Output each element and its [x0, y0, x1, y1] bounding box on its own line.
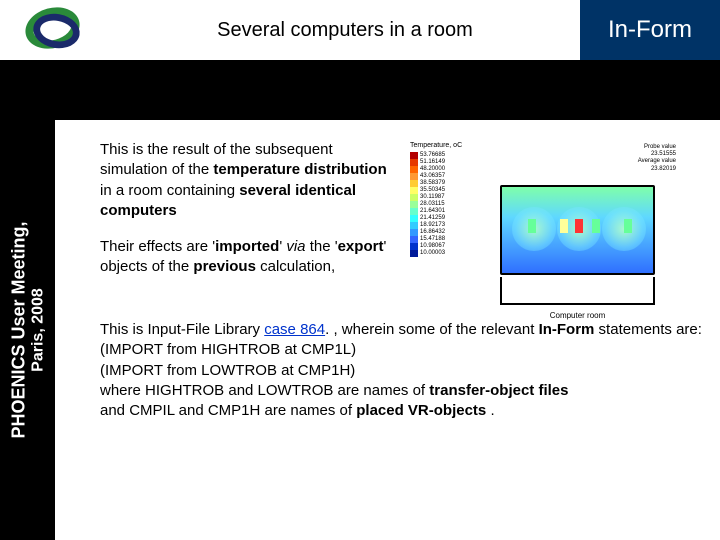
- legend-row: 48.20000: [410, 166, 475, 173]
- paragraph-2: Their effects are 'imported' via the 'ex…: [100, 237, 400, 278]
- case-link[interactable]: case 864: [264, 321, 325, 338]
- content: This is the result of the subsequent sim…: [55, 120, 720, 540]
- legend-row: 35.50345: [410, 187, 475, 194]
- header-right-label: In-Form: [608, 16, 692, 44]
- computer-icon: [560, 219, 568, 233]
- legend-row: 18.92173: [410, 222, 475, 229]
- title-area: Several computers in a room: [110, 0, 580, 60]
- legend-row: 53.76685: [410, 152, 475, 159]
- legend-row: 51.16149: [410, 159, 475, 166]
- legend-row: 38.58379: [410, 180, 475, 187]
- legend-row: 16.86432: [410, 229, 475, 236]
- logo-area: [0, 0, 110, 60]
- room-box: [500, 185, 655, 275]
- header: Several computers in a room In-Form: [0, 0, 720, 60]
- top-block: This is the result of the subsequent sim…: [100, 140, 705, 320]
- legend-row: 28.03115: [410, 201, 475, 208]
- plot-caption: Computer room: [550, 311, 606, 320]
- computer-icon: [592, 219, 600, 233]
- computer-icon: [528, 219, 536, 233]
- plot-area: Probe value 23.51555 Average value 23.82…: [475, 140, 680, 320]
- header-right-box: In-Form: [580, 0, 720, 60]
- visualization: Temperature, oC 53.7668551.1614948.20000…: [410, 140, 680, 320]
- black-band: [0, 60, 720, 120]
- legend-row: 21.41259: [410, 215, 475, 222]
- legend-row: 15.47188: [410, 236, 475, 243]
- paragraph-3: This is Input-File Library case 864. , w…: [100, 320, 705, 421]
- room-legs: [500, 277, 655, 305]
- sidebar-line1: PHOENICS User Meeting,: [8, 221, 28, 438]
- main: PHOENICS User Meeting, Paris, 2008 This …: [0, 120, 720, 540]
- text-column: This is the result of the subsequent sim…: [100, 140, 400, 320]
- paragraph-1: This is the result of the subsequent sim…: [100, 140, 400, 221]
- computer-icon: [624, 219, 632, 233]
- logo-icon: [25, 8, 85, 53]
- sidebar-text: PHOENICS User Meeting, Paris, 2008: [8, 221, 47, 438]
- sidebar-line2: Paris, 2008: [29, 221, 47, 438]
- legend-row: 43.06357: [410, 173, 475, 180]
- legend-row: 21.64301: [410, 208, 475, 215]
- color-legend: Temperature, oC 53.7668551.1614948.20000…: [410, 140, 475, 320]
- page-title: Several computers in a room: [217, 19, 473, 42]
- legend-row: 30.11987: [410, 194, 475, 201]
- legend-title: Temperature, oC: [410, 142, 475, 150]
- legend-row: 10.00003: [410, 250, 475, 257]
- computer-icon: [575, 219, 583, 233]
- sidebar: PHOENICS User Meeting, Paris, 2008: [0, 120, 55, 540]
- legend-row: 10.98067: [410, 243, 475, 250]
- probe-readout: Probe value 23.51555 Average value 23.82…: [638, 144, 676, 173]
